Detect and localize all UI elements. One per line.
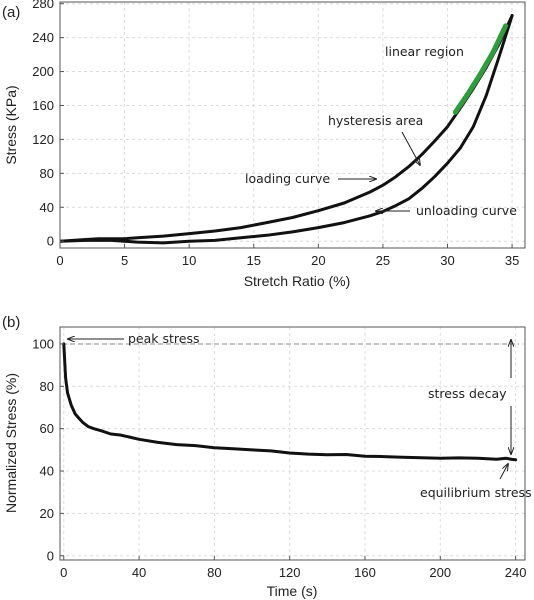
annotation-hysteresis-arrow bbox=[401, 131, 420, 165]
annotation-hysteresis-area: hysteresis area bbox=[328, 113, 423, 128]
annotation-loading-curve: loading curve bbox=[245, 171, 330, 186]
panel-b-ticks: 0 40 80 120 160 200 240 0 20 40 60 80 100 bbox=[32, 336, 526, 580]
panel-a-ytick-label-5: 200 bbox=[32, 64, 54, 79]
panel-b-ytick-label-4: 80 bbox=[40, 379, 54, 394]
panel-b-ytick-label-2: 40 bbox=[40, 464, 54, 479]
panel-a-xtick-label-5: 25 bbox=[376, 253, 390, 268]
panel-a-series-line-1 bbox=[60, 14, 514, 245]
panel-b-xtick-label-2: 80 bbox=[207, 565, 221, 580]
panel-b-xtick-label-0: 0 bbox=[60, 565, 67, 580]
panel-b-series bbox=[62, 342, 518, 462]
panel-a-ytick-label-7: 280 bbox=[32, 0, 54, 11]
annotation-stress-decay: stress decay bbox=[428, 386, 507, 401]
panel-a-xtick-label-4: 20 bbox=[311, 253, 325, 268]
panel-a-ticks: 0 5 10 15 20 25 30 35 0 40 80 120 160 200 240 280 bbox=[32, 0, 519, 268]
panel-b-label: (b) bbox=[2, 314, 20, 331]
panel-b-series-line-0 bbox=[62, 342, 518, 462]
panel-a-ytick-label-3: 120 bbox=[32, 132, 54, 147]
annotation-unloading-curve: unloading curve bbox=[416, 203, 517, 218]
panel-a-ytick-label-0: 0 bbox=[47, 234, 54, 249]
panel-a-ytick-label-6: 240 bbox=[32, 30, 54, 45]
panel-a-ytick-label-1: 40 bbox=[40, 200, 54, 215]
panel-a-frame bbox=[59, 1, 526, 249]
annotation-peak-stress: peak stress bbox=[128, 331, 200, 346]
annotation-equilibrium-stress: equilibrium stress bbox=[420, 485, 532, 500]
panel-a-xtick-label-0: 0 bbox=[56, 253, 63, 268]
panel-a-ytick-label-2: 80 bbox=[40, 166, 54, 181]
panel-a-series-line-2 bbox=[452, 23, 509, 115]
panel-b-xlabel: Time (s) bbox=[267, 583, 318, 599]
panel-b-xtick-label-5: 200 bbox=[429, 565, 451, 580]
panel-b-xtick-label-1: 40 bbox=[132, 565, 146, 580]
annotation-equilibrium-arrow bbox=[499, 464, 508, 480]
panel-a-ylabel: Stress (KPa) bbox=[3, 85, 19, 164]
panel-b-grid bbox=[60, 327, 525, 560]
panel-b-ytick-label-0: 0 bbox=[47, 548, 54, 563]
panel-b-xtick-label-4: 160 bbox=[354, 565, 376, 580]
panel-a-xtick-label-1: 5 bbox=[121, 253, 128, 268]
panel-a-xtick-label-3: 15 bbox=[247, 253, 261, 268]
panel-a-xlabel: Stretch Ratio (%) bbox=[244, 273, 351, 289]
panel-a-label: (a) bbox=[2, 4, 20, 21]
panel-a-xtick-label-6: 30 bbox=[440, 253, 454, 268]
panel-a-series bbox=[60, 14, 514, 245]
panel-b-ytick-label-5: 100 bbox=[32, 336, 54, 351]
panel-a: (a) Stress (KPa) Stretch Ratio (%) 0 5 10 1… bbox=[2, 0, 526, 289]
panel-b-ytick-label-3: 60 bbox=[40, 421, 54, 436]
panel-b-frame bbox=[59, 326, 526, 561]
panel-b-ylabel: Normalized Stress (%) bbox=[3, 373, 19, 513]
panel-b: (b) Normalized Stress (%) Time (s) 0 40 80… bbox=[2, 314, 532, 599]
panel-b-xtick-label-3: 120 bbox=[279, 565, 301, 580]
panel-b-xtick-label-6: 240 bbox=[505, 565, 527, 580]
panel-a-xtick-label-2: 10 bbox=[182, 253, 196, 268]
annotation-linear-region: linear region bbox=[385, 44, 464, 59]
panel-b-ytick-label-1: 20 bbox=[40, 506, 54, 521]
panel-a-ytick-label-4: 160 bbox=[32, 98, 54, 113]
panel-a-xtick-label-7: 35 bbox=[505, 253, 519, 268]
